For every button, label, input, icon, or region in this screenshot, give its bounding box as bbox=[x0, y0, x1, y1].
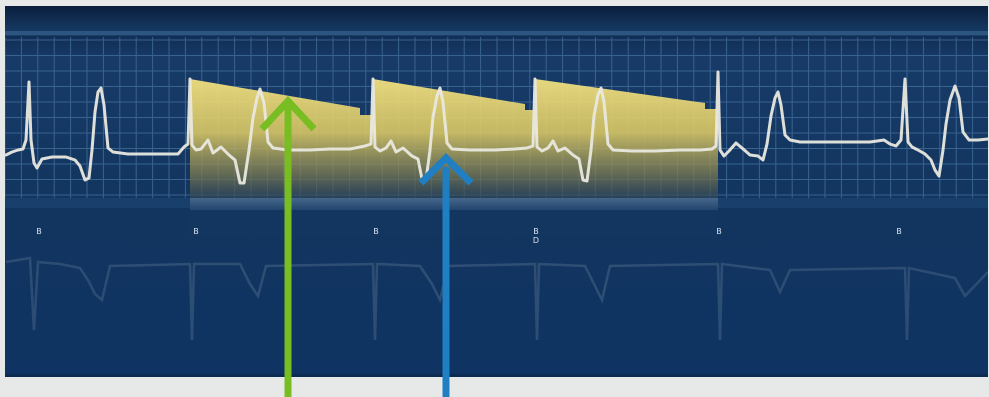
arrow-up-icon bbox=[259, 95, 317, 132]
monitor-top-highlight bbox=[5, 31, 988, 35]
ecg-band-left bbox=[5, 198, 190, 208]
pacing-block-2 bbox=[373, 79, 535, 198]
beat-marker-b4-main: B bbox=[533, 227, 539, 236]
beat-marker-b1: B bbox=[36, 227, 42, 236]
beat-marker-b3: B bbox=[373, 227, 379, 236]
beat-marker-b2: B bbox=[193, 227, 199, 236]
beat-marker-b4: B D bbox=[529, 227, 543, 245]
beat-marker-b5: B bbox=[716, 227, 722, 236]
beat-marker-b6: B bbox=[896, 227, 902, 236]
arrow-up-icon bbox=[418, 153, 474, 186]
ecg-baseline-band bbox=[190, 198, 718, 210]
beat-marker-b4-sub: D bbox=[532, 236, 540, 245]
ecg-band-right bbox=[718, 198, 988, 208]
ecg-trace bbox=[4, 70, 989, 185]
ecg-reflection bbox=[5, 210, 989, 341]
pacing-segment bbox=[190, 79, 718, 198]
green-arrow bbox=[259, 95, 317, 397]
blue-arrow bbox=[418, 153, 474, 397]
monitor-bottom-edge bbox=[5, 374, 988, 377]
